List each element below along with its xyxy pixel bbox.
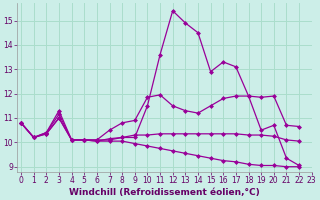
X-axis label: Windchill (Refroidissement éolien,°C): Windchill (Refroidissement éolien,°C) [69,188,260,197]
